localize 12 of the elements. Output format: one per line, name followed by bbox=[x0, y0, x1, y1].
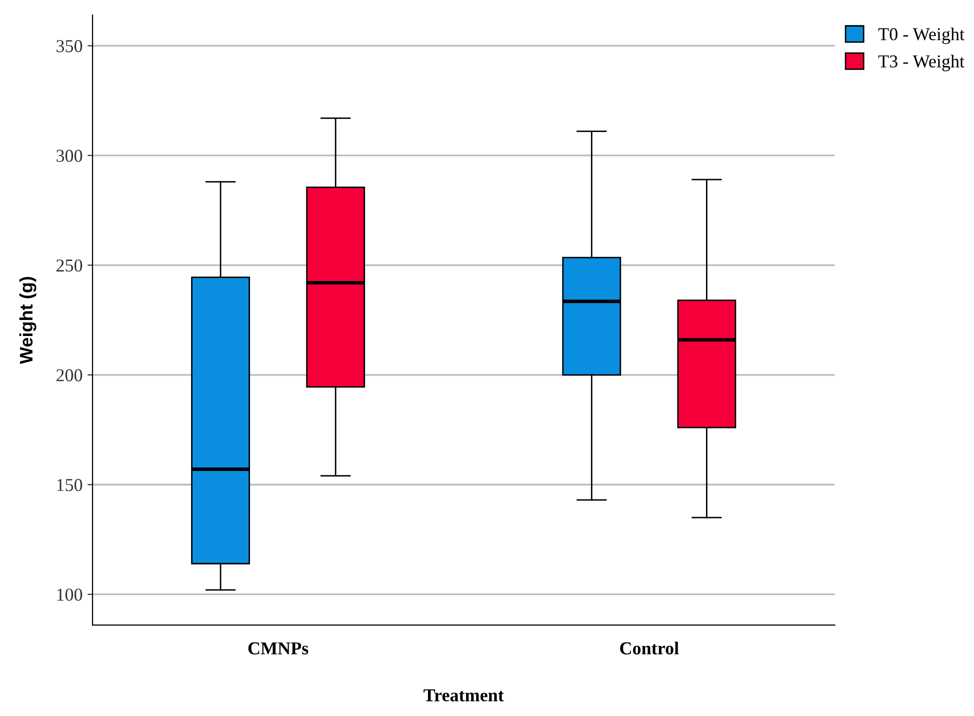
y-tick-label: 200 bbox=[56, 369, 82, 382]
y-tick-label: 100 bbox=[57, 588, 82, 601]
y-tick-label: 300 bbox=[56, 150, 82, 162]
x-tick-label: Control bbox=[620, 642, 679, 654]
legend-label: T3 - Weight bbox=[878, 54, 964, 72]
x-axis-title: Treatment bbox=[424, 689, 504, 702]
y-tick-label: 350 bbox=[56, 40, 82, 52]
x-tick-label: CMNPs bbox=[248, 642, 308, 654]
legend-label: T0 - Weight bbox=[878, 28, 964, 44]
y-tick-label: 250 bbox=[56, 259, 82, 272]
y-tick-label: 150 bbox=[57, 478, 82, 492]
y-axis-title: Weight (g) bbox=[19, 276, 36, 364]
